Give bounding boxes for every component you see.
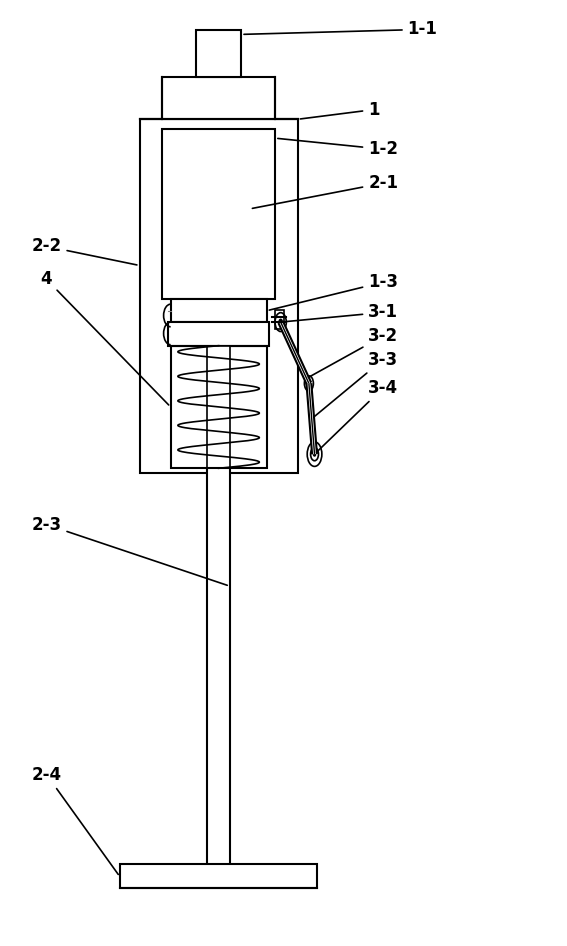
Bar (139, 119, 298, 473)
Text: 1-1: 1-1 (244, 21, 438, 39)
Bar (171, 299, 266, 322)
Circle shape (279, 319, 282, 324)
Text: 1: 1 (301, 100, 380, 119)
Bar (275, 310, 284, 328)
Text: 3-1: 3-1 (284, 304, 398, 322)
Text: 2-4: 2-4 (31, 765, 119, 874)
Circle shape (314, 452, 316, 456)
Text: 2-2: 2-2 (31, 237, 137, 265)
Text: 2-3: 2-3 (31, 516, 227, 586)
Text: 4: 4 (41, 271, 169, 405)
Bar (120, 865, 318, 888)
Bar (208, 345, 230, 468)
Circle shape (307, 380, 311, 386)
Bar (208, 468, 230, 869)
Text: 3-4: 3-4 (316, 378, 398, 452)
Bar (162, 129, 275, 299)
Bar (168, 322, 269, 345)
Bar (171, 345, 266, 468)
Text: 3-3: 3-3 (314, 351, 398, 417)
Text: 2-1: 2-1 (252, 174, 398, 208)
Bar (162, 77, 275, 119)
Text: 3-2: 3-2 (308, 327, 398, 377)
Bar (196, 29, 241, 77)
Text: 1-2: 1-2 (278, 138, 398, 158)
Text: 1-3: 1-3 (269, 273, 398, 310)
